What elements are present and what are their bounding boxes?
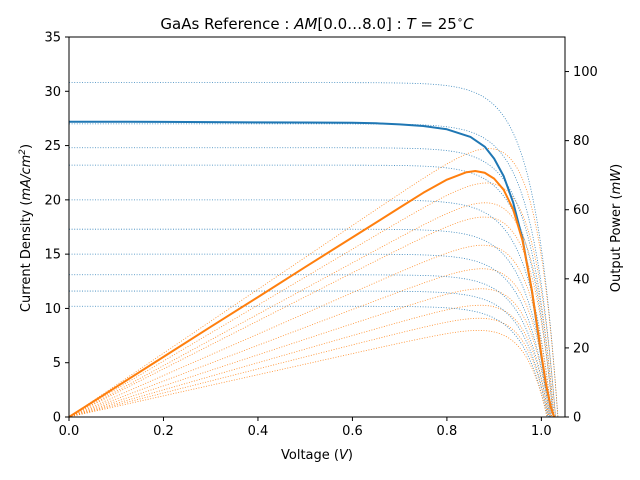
y-right-tick-label: 80 bbox=[573, 134, 590, 149]
x-tick-label: 0.0 bbox=[59, 424, 80, 439]
family-current-curve bbox=[69, 82, 559, 418]
x-axis-label: Voltage (V) bbox=[281, 448, 353, 463]
y-left-tick-label: 0 bbox=[53, 411, 61, 426]
current-density-line bbox=[69, 120, 556, 418]
y-left-axis-ticks: 0 5 10 15 20 25 30 35 bbox=[44, 31, 69, 426]
family-power-curve bbox=[68, 304, 550, 418]
x-tick-label: 0.4 bbox=[248, 424, 269, 439]
y-left-tick-label: 5 bbox=[53, 356, 61, 371]
y-right-tick-label: 0 bbox=[573, 411, 581, 426]
y-left-tick-label: 10 bbox=[44, 302, 61, 317]
family-current-curve bbox=[69, 290, 549, 418]
x-tick-label: 0.2 bbox=[153, 424, 174, 439]
family-curves bbox=[68, 82, 559, 418]
y-right-tick-label: 40 bbox=[573, 272, 590, 287]
y-left-tick-label: 15 bbox=[44, 248, 61, 263]
y-right-tick-label: 100 bbox=[573, 65, 598, 80]
plot-frame bbox=[68, 36, 566, 418]
y-right-axis-ticks: 0 20 40 60 80 100 bbox=[565, 65, 598, 426]
family-power-curve bbox=[68, 202, 555, 418]
family-power-curve bbox=[68, 268, 552, 418]
output-power-line bbox=[68, 170, 556, 418]
y-left-tick-label: 25 bbox=[44, 139, 61, 154]
x-tick-label: 0.8 bbox=[437, 424, 458, 439]
x-tick-label: 1.0 bbox=[531, 424, 552, 439]
family-power-curve bbox=[68, 288, 551, 418]
family-current-curve bbox=[69, 305, 548, 418]
family-power-curve bbox=[68, 317, 549, 418]
y-right-tick-label: 20 bbox=[573, 341, 590, 356]
y-left-tick-label: 30 bbox=[44, 85, 61, 100]
family-current-curve bbox=[69, 199, 553, 418]
family-power-curve bbox=[68, 244, 553, 418]
y-left-axis-label: Current Density (mA/cm2) bbox=[18, 144, 34, 312]
family-current-curve bbox=[69, 123, 556, 418]
highlighted-curves bbox=[68, 120, 556, 418]
chart-title: GaAs Reference : AM[0.0…8.0] : T = 25∘C bbox=[160, 15, 474, 33]
y-left-tick-label: 20 bbox=[44, 193, 61, 208]
family-power-curve bbox=[68, 329, 548, 418]
family-current-curve bbox=[69, 147, 555, 418]
y-right-axis-label: Output Power (mW) bbox=[609, 164, 624, 292]
x-axis-ticks: 0.0 0.2 0.4 0.6 0.8 1.0 bbox=[59, 417, 552, 439]
family-current-curve bbox=[69, 253, 551, 418]
family-current-curve bbox=[69, 228, 552, 418]
y-right-tick-label: 60 bbox=[573, 203, 590, 218]
family-current-curve bbox=[69, 274, 550, 418]
family-power-curve bbox=[68, 216, 554, 418]
x-tick-label: 0.6 bbox=[342, 424, 363, 439]
y-left-tick-label: 35 bbox=[44, 31, 61, 46]
family-power-curve bbox=[68, 182, 556, 418]
family-current-curve bbox=[69, 164, 554, 418]
